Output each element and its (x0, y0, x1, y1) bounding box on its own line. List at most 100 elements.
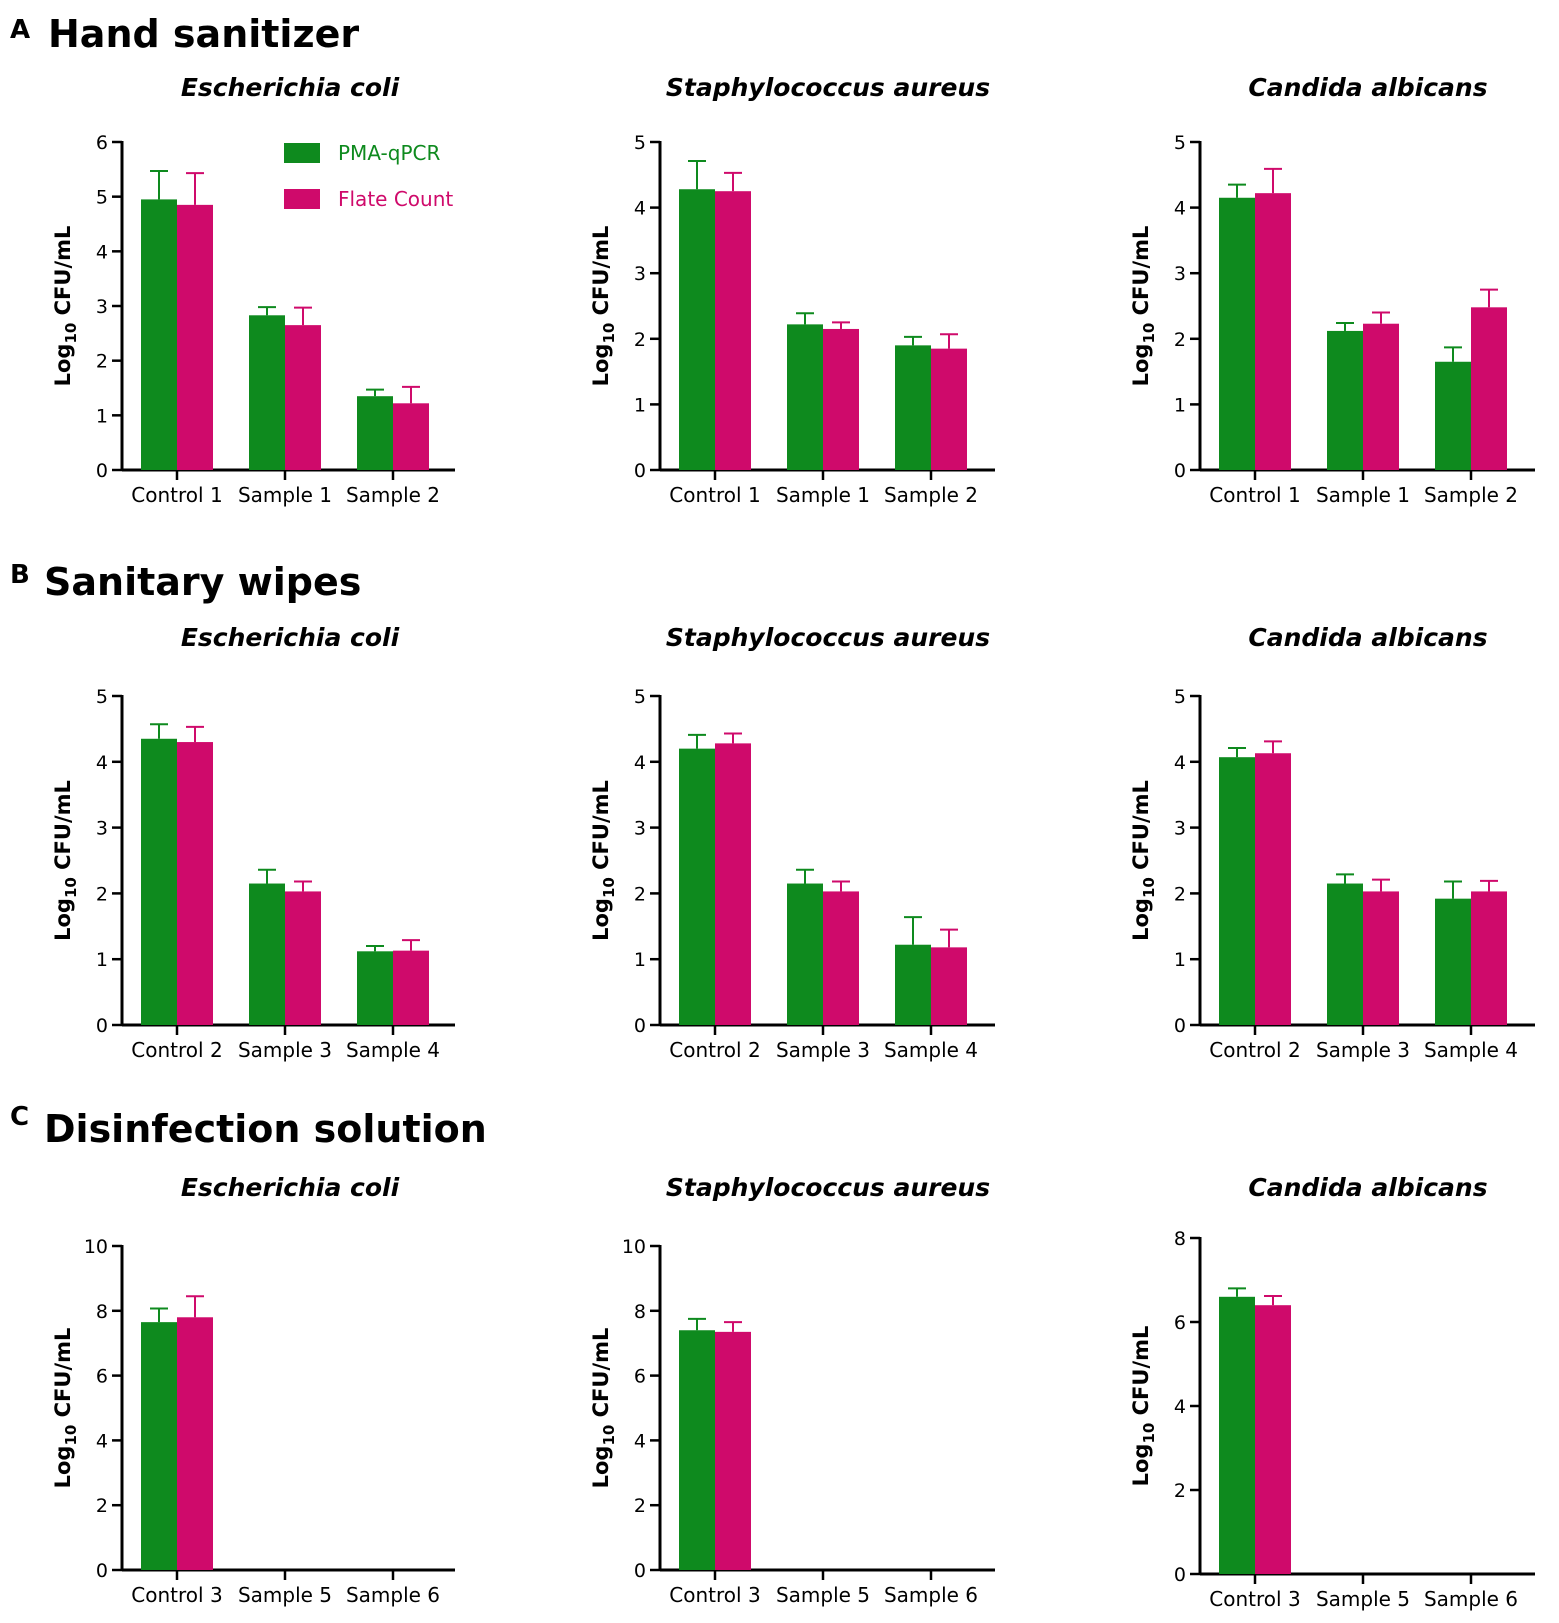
y-tick-label: 3 (1174, 263, 1186, 285)
bar-plate (1471, 891, 1507, 1025)
y-tick-label: 5 (1174, 132, 1186, 154)
bar-plate (931, 947, 967, 1025)
y-tick-label: 0 (1174, 1564, 1186, 1586)
bar-pma (1219, 1296, 1255, 1574)
bar-plate (393, 950, 429, 1025)
y-tick-label: 2 (1174, 1480, 1186, 1502)
bar-pma (1435, 361, 1471, 470)
x-tick-label: Sample 5 (238, 1583, 332, 1607)
bar-pma (357, 396, 393, 470)
y-axis-label: Log10 CFU/mL (1129, 780, 1158, 941)
x-tick-label: Sample 4 (346, 1038, 440, 1062)
bar-plate (1363, 323, 1399, 470)
bar-pma (787, 883, 823, 1025)
chart-2: Staphylococcus aureus Log10 CFU/mL 0 1 2 3 4 5 C… (589, 73, 995, 507)
y-tick-label: 3 (1174, 818, 1186, 840)
panel-title-a: Hand sanitizer (48, 12, 359, 56)
y-tick-label: 4 (1174, 198, 1186, 220)
panel-letter-a: A (10, 15, 30, 45)
x-tick-label: Control 2 (131, 1038, 222, 1062)
y-tick-label: 0 (96, 1015, 108, 1037)
chart-9: Candida albicans Log10 CFU/mL 0 2 4 6 8 Control… (1129, 1173, 1535, 1611)
legend-label-pma: PMA-qPCR (338, 141, 440, 165)
legend-swatch-plate (284, 189, 320, 209)
chart-6: Candida albicans Log10 CFU/mL 0 1 2 3 4 5 Contro… (1129, 623, 1535, 1062)
y-tick-label: 0 (96, 460, 108, 482)
y-tick-label: 6 (96, 1366, 108, 1388)
y-tick-label: 0 (1174, 1015, 1186, 1037)
bar-pma (249, 883, 285, 1025)
x-tick-label: Sample 3 (238, 1038, 332, 1062)
y-tick-label: 8 (634, 1301, 646, 1323)
bar-plate (823, 328, 859, 470)
chart-title: Escherichia coli (181, 623, 400, 652)
bar-plate (285, 891, 321, 1025)
chart-8: Staphylococcus aureus Log10 CFU/mL 0 2 4 6 8 10… (589, 1173, 995, 1607)
y-tick-label: 1 (634, 394, 646, 416)
y-tick-label: 4 (1174, 1396, 1186, 1418)
x-tick-label: Control 3 (131, 1583, 222, 1607)
y-tick-label: 4 (634, 1430, 646, 1452)
y-tick-label: 1 (1174, 949, 1186, 971)
bar-plate (823, 891, 859, 1025)
bar-pma (1219, 757, 1255, 1025)
y-tick-label: 5 (634, 686, 646, 708)
y-tick-label: 2 (634, 883, 646, 905)
x-tick-label: Sample 2 (1424, 483, 1518, 507)
bar-plate (177, 1317, 213, 1570)
charts: Escherichia coli Log10 CFU/mL 0 1 2 3 4 5 6 Contr… (51, 73, 1535, 1611)
x-tick-label: Control 1 (1209, 483, 1300, 507)
y-tick-label: 10 (84, 1236, 108, 1258)
bar-pma (1327, 330, 1363, 470)
bar-pma (787, 324, 823, 470)
bar-pma (1435, 898, 1471, 1025)
bar-pma (141, 199, 177, 470)
y-axis-label: Log10 CFU/mL (1129, 1326, 1158, 1487)
y-tick-label: 2 (96, 1495, 108, 1517)
panel-letter-b: B (10, 560, 30, 590)
chart-title: Staphylococcus aureus (666, 1173, 990, 1202)
y-tick-label: 0 (634, 460, 646, 482)
bar-pma (679, 748, 715, 1025)
panel-letter-c: C (10, 1102, 29, 1132)
chart-title: Staphylococcus aureus (666, 623, 990, 652)
y-tick-label: 1 (96, 949, 108, 971)
y-tick-label: 3 (634, 263, 646, 285)
bar-plate (177, 204, 213, 470)
bar-pma (357, 951, 393, 1025)
x-tick-label: Sample 5 (1316, 1587, 1410, 1611)
y-tick-label: 2 (634, 1495, 646, 1517)
x-tick-label: Sample 6 (346, 1583, 440, 1607)
y-tick-label: 0 (96, 1560, 108, 1582)
bar-plate (1363, 891, 1399, 1025)
bar-plate (715, 743, 751, 1025)
x-tick-label: Control 2 (669, 1038, 760, 1062)
y-axis-label: Log10 CFU/mL (51, 780, 80, 941)
bar-pma (1219, 197, 1255, 470)
chart-title: Candida albicans (1248, 623, 1487, 652)
y-tick-label: 4 (96, 752, 108, 774)
y-tick-label: 1 (96, 405, 108, 427)
x-tick-label: Sample 5 (776, 1583, 870, 1607)
y-tick-label: 8 (1174, 1228, 1186, 1250)
x-tick-label: Sample 4 (884, 1038, 978, 1062)
y-tick-label: 6 (1174, 1312, 1186, 1334)
bar-pma (679, 1330, 715, 1570)
x-tick-label: Sample 6 (1424, 1587, 1518, 1611)
y-tick-label: 2 (1174, 329, 1186, 351)
x-tick-label: Sample 4 (1424, 1038, 1518, 1062)
y-axis-label: Log10 CFU/mL (589, 226, 618, 387)
y-tick-label: 8 (96, 1301, 108, 1323)
bar-plate (1471, 307, 1507, 470)
bar-plate (1255, 193, 1291, 470)
y-tick-label: 6 (634, 1366, 646, 1388)
bar-plate (715, 191, 751, 470)
chart-3: Candida albicans Log10 CFU/mL 0 1 2 3 4 5 Contro… (1129, 73, 1535, 507)
bar-plate (715, 1331, 751, 1570)
x-tick-label: Control 1 (131, 483, 222, 507)
y-tick-label: 2 (96, 883, 108, 905)
y-axis-label: Log10 CFU/mL (589, 1328, 618, 1489)
x-tick-label: Sample 1 (238, 483, 332, 507)
bar-pma (249, 315, 285, 470)
